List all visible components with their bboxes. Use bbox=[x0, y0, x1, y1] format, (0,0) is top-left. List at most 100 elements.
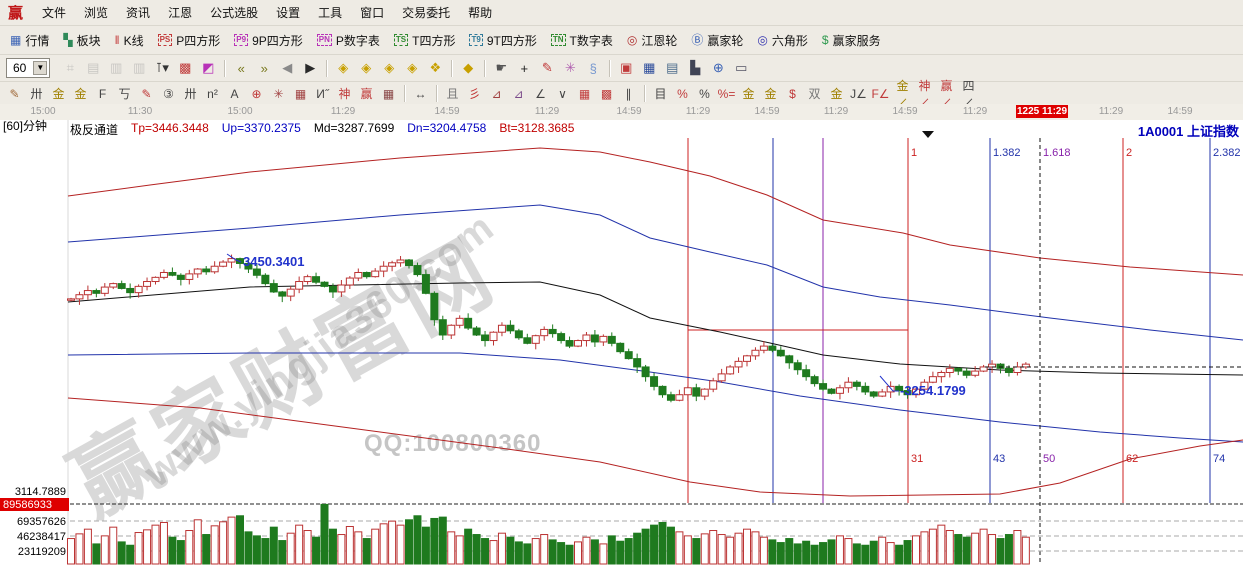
toolbar-button-kline[interactable]: ‖ K线 bbox=[109, 30, 150, 51]
notepad-icon[interactable]: ▤ bbox=[661, 58, 683, 78]
menu-item-1[interactable]: 文件 bbox=[42, 6, 67, 20]
last-page-icon[interactable]: » bbox=[253, 58, 275, 78]
diamond-right-icon[interactable]: ◈ bbox=[355, 58, 377, 78]
ying-angle-icon[interactable]: 赢∠ bbox=[936, 79, 957, 110]
toolbar-button-p-square[interactable]: PS P四方形 bbox=[152, 30, 227, 51]
hash-grid-icon[interactable]: 卅 bbox=[180, 84, 201, 103]
rays-icon[interactable]: 彡 bbox=[464, 84, 485, 103]
spider-web-icon[interactable]: ✳ bbox=[268, 84, 289, 103]
percent-line-icon[interactable]: % bbox=[672, 84, 693, 103]
fan-box-icon[interactable]: ⊿ bbox=[486, 84, 507, 103]
calculator-icon[interactable]: ▦ bbox=[638, 58, 660, 78]
menu-item-6[interactable]: 设置 bbox=[276, 6, 301, 20]
report-icon[interactable]: ▤ bbox=[82, 58, 104, 78]
diamond-move-icon[interactable]: ◆ bbox=[457, 58, 479, 78]
gold-eq-icon[interactable]: 金 bbox=[760, 84, 781, 103]
formula-icon[interactable]: ⌗ bbox=[59, 58, 81, 78]
n2-icon[interactable]: n² bbox=[202, 84, 223, 103]
gold-line-icon[interactable]: 金 bbox=[826, 84, 847, 103]
gold-grid-2-icon[interactable]: 金 bbox=[70, 84, 91, 103]
volume-ladder-icon[interactable]: 目 bbox=[650, 84, 671, 103]
price-flag-icon[interactable]: $ bbox=[782, 84, 803, 103]
crosshair-icon[interactable]: + bbox=[513, 58, 535, 78]
f-angle-icon[interactable]: F∠ bbox=[870, 84, 891, 103]
period-select[interactable]: 60 ▼ bbox=[6, 58, 51, 78]
toolbar-button-hexagon[interactable]: ◎ 六角形 bbox=[751, 30, 814, 51]
fan-box2-icon[interactable]: ⊿ bbox=[508, 84, 529, 103]
chart-area[interactable]: 15:00 11:30 15:00 11:29 14:59 11:29 14:59 11:29… bbox=[0, 104, 1243, 568]
pan-hand-icon[interactable]: ☛ bbox=[490, 58, 512, 78]
volume-bar bbox=[734, 532, 743, 565]
toolbar-button-gann-wheel[interactable]: ◎ 江恩轮 bbox=[621, 30, 684, 51]
menu-item-10[interactable]: 帮助 bbox=[468, 6, 493, 20]
toolbar-button-winner-wheel[interactable]: Ⓑ 赢家轮 bbox=[685, 30, 749, 51]
four-angle-icon[interactable]: 四∠ bbox=[958, 79, 979, 110]
toolbar-button-p-table[interactable]: PN P数字表 bbox=[311, 30, 386, 51]
gann-frame-icon[interactable]: 且 bbox=[442, 84, 463, 103]
first-page-icon[interactable]: « bbox=[230, 58, 252, 78]
print-icon[interactable]: ▭ bbox=[730, 58, 752, 78]
gold-angle-icon[interactable]: 金∠ bbox=[892, 79, 913, 110]
grid-box-icon[interactable]: ▦ bbox=[290, 84, 311, 103]
diamond-left-icon[interactable]: ◈ bbox=[332, 58, 354, 78]
red-pencil-icon[interactable]: ✎ bbox=[136, 84, 157, 103]
toolbar-button-t-square[interactable]: TS T四方形 bbox=[388, 30, 462, 51]
prev-page-icon[interactable]: ◀ bbox=[276, 58, 298, 78]
menu-item-3[interactable]: 资讯 bbox=[126, 6, 151, 20]
chip-dist-icon[interactable]: ▩ bbox=[174, 58, 196, 78]
wave-icon[interactable]: 双 bbox=[804, 84, 825, 103]
date-grid-icon[interactable]: ▦ bbox=[378, 84, 399, 103]
gold-ratio-icon[interactable]: 金 bbox=[738, 84, 759, 103]
toolbar-button-t-table[interactable]: TN T数字表 bbox=[545, 30, 619, 51]
menu-item-4[interactable]: 江恩 bbox=[168, 6, 193, 20]
save-icon[interactable]: ▙ bbox=[684, 58, 706, 78]
ying-grid-icon[interactable]: 赢 bbox=[356, 84, 377, 103]
diamond-all-icon[interactable]: ❖ bbox=[424, 58, 446, 78]
gold-grid-icon[interactable]: 金 bbox=[48, 84, 69, 103]
candle-style-icon[interactable]: ⊺▾ bbox=[151, 58, 173, 78]
gann-stat-icon[interactable]: ✳ bbox=[559, 58, 581, 78]
width-measure-icon[interactable]: ↔ bbox=[410, 84, 431, 103]
parallel-lines-icon[interactable]: ∥ bbox=[618, 84, 639, 103]
toolbar-button-quotes-grid[interactable]: ▦ 行情 bbox=[4, 30, 55, 51]
gann-line-grid-icon[interactable]: 卅 bbox=[26, 84, 47, 103]
toolbar-button-winner-service[interactable]: $ 赢家服务 bbox=[816, 30, 887, 51]
trend-line-icon[interactable]: ∠ bbox=[530, 84, 551, 103]
red-grid2-icon[interactable]: ▩ bbox=[596, 84, 617, 103]
percent-icon[interactable]: % bbox=[694, 84, 715, 103]
menu-item-9[interactable]: 交易委托 bbox=[402, 6, 451, 20]
spiral-icon[interactable]: 丂 bbox=[114, 84, 135, 103]
diamond-compress-icon[interactable]: ◈ bbox=[401, 58, 423, 78]
diamond-expand-icon[interactable]: ◈ bbox=[378, 58, 400, 78]
color-kline-icon[interactable]: ◩ bbox=[197, 58, 219, 78]
menu-item-7[interactable]: 工具 bbox=[318, 6, 343, 20]
j-angle-icon[interactable]: J∠ bbox=[848, 84, 869, 103]
brush-icon[interactable]: ✎ bbox=[4, 84, 25, 103]
toolbar-button-blocks[interactable]: ▚ 板块 bbox=[57, 30, 106, 51]
minutes9-icon[interactable]: ▥ bbox=[128, 58, 150, 78]
menu-item-2[interactable]: 浏览 bbox=[84, 6, 109, 20]
percent-eq-icon[interactable]: %= bbox=[716, 84, 737, 103]
menu-item-5[interactable]: 公式选股 bbox=[210, 6, 259, 20]
export-icon[interactable]: ⊕ bbox=[707, 58, 729, 78]
pattern-icon[interactable]: § bbox=[582, 58, 604, 78]
k-mark-icon[interactable]: И˝ bbox=[312, 84, 333, 103]
circle3-icon[interactable]: ③ bbox=[158, 84, 179, 103]
candle-body bbox=[852, 381, 861, 387]
f-grid-icon[interactable]: F bbox=[92, 84, 113, 103]
chart-canvas[interactable]: 1311.382431.618502622.382743114.78898958… bbox=[0, 104, 1243, 568]
red-grid-icon[interactable]: ▦ bbox=[574, 84, 595, 103]
menu-item-8[interactable]: 窗口 bbox=[360, 6, 385, 20]
toolbar-button-9t-square[interactable]: T9 9T四方形 bbox=[463, 30, 542, 51]
toolbar-button-9p-square[interactable]: P9 9P四方形 bbox=[228, 30, 308, 51]
label-pin-icon[interactable]: ✎ bbox=[536, 58, 558, 78]
calendar-icon[interactable]: ▣ bbox=[615, 58, 637, 78]
shen-grid-icon[interactable]: 神 bbox=[334, 84, 355, 103]
zigzag-icon[interactable]: ∨ bbox=[552, 84, 573, 103]
minutes3-icon[interactable]: ▥ bbox=[105, 58, 127, 78]
shen-angle-icon[interactable]: 神∠ bbox=[914, 79, 935, 110]
next-page-icon[interactable]: ▶ bbox=[299, 58, 321, 78]
target-icon[interactable]: ⊕ bbox=[246, 84, 267, 103]
chevron-down-icon[interactable]: ▼ bbox=[33, 61, 48, 75]
text-tool-icon[interactable]: A bbox=[224, 84, 245, 103]
